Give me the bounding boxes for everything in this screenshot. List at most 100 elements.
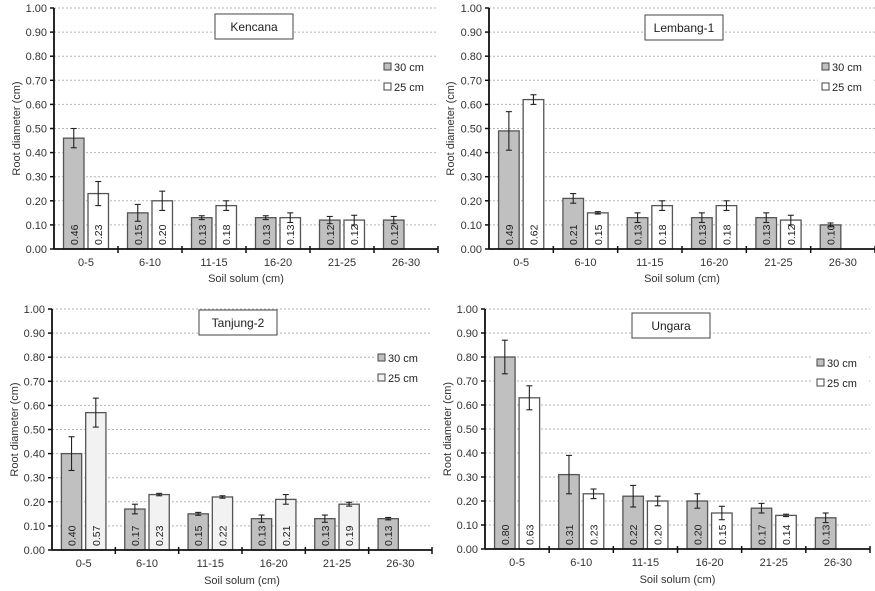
y-tick-label: 0.80 xyxy=(24,352,45,364)
x-tick-label: 21-25 xyxy=(760,557,788,569)
y-tick-label: 0.00 xyxy=(24,545,45,557)
y-tick-label: 0.70 xyxy=(457,376,478,388)
x-axis-label: Soil solum (cm) xyxy=(208,273,284,285)
data-label: 0.20 xyxy=(157,224,169,245)
data-label: 0.15 xyxy=(133,224,145,245)
x-tick-label: 6-10 xyxy=(139,257,161,269)
y-tick-label: 0.40 xyxy=(24,449,45,461)
data-label: 0.13 xyxy=(383,525,395,546)
legend-swatch-30cm xyxy=(816,358,825,367)
legend: 30 cm 25 cm xyxy=(818,58,874,96)
y-tick-label: 0.10 xyxy=(457,520,478,532)
x-tick-label: 16-20 xyxy=(264,257,292,269)
y-tick-label: 0.80 xyxy=(457,352,478,364)
chart-title: Lembang-1 xyxy=(654,21,715,35)
data-label: 0.62 xyxy=(528,224,540,245)
chart-title-box xyxy=(644,14,724,41)
y-axis-label: Root diameter (cm) xyxy=(445,81,457,175)
y-tick-label: 1.00 xyxy=(24,304,45,316)
x-tick-label: 26-30 xyxy=(824,557,852,569)
chart-panel-tanjung-2: 0.00 0.10 0.20 0.30 0.40 0.50 0.60 0.70 0.80 0.90… xyxy=(9,304,433,587)
chart-title: Ungara xyxy=(651,319,691,333)
chart-title-box xyxy=(214,13,294,40)
x-tick-label: 6-10 xyxy=(570,557,592,569)
data-label: 0.15 xyxy=(193,525,205,546)
data-label: 0.13 xyxy=(261,224,273,245)
chart-title: Kencana xyxy=(230,20,278,34)
y-tick-label: 0.20 xyxy=(26,196,47,208)
data-label: 0.17 xyxy=(130,525,142,546)
y-tick-label: 0.30 xyxy=(461,172,482,184)
data-label: 0.18 xyxy=(221,224,233,245)
data-label: 0.14 xyxy=(781,524,793,545)
x-tick-label: 21-25 xyxy=(328,257,356,269)
x-tick-label: 21-25 xyxy=(764,257,792,269)
data-label: 0.13 xyxy=(285,224,297,245)
x-tick-label: 16-20 xyxy=(696,557,724,569)
y-tick-label: 0.30 xyxy=(457,472,478,484)
x-tick-label: 11-15 xyxy=(197,558,224,570)
legend-swatch-25cm xyxy=(383,82,392,91)
y-tick-label: 0.00 xyxy=(461,244,482,256)
chart-panel-ungara: 0.00 0.10 0.20 0.30 0.40 0.50 0.60 0.70 0.80 0.90… xyxy=(442,304,871,586)
y-tick-label: 0.50 xyxy=(24,425,45,437)
y-tick-label: 0.50 xyxy=(457,424,478,436)
y-tick-label: 0.10 xyxy=(24,521,45,533)
data-label: 0.22 xyxy=(628,524,640,545)
legend-label: 30 cm xyxy=(832,62,862,74)
x-tick-label: 0-5 xyxy=(509,557,525,569)
legend-swatch-30cm xyxy=(821,62,830,71)
x-tick-label: 0-5 xyxy=(78,257,94,269)
data-label: 0.18 xyxy=(721,224,733,245)
y-tick-label: 0.90 xyxy=(461,27,482,39)
legend-swatch-25cm xyxy=(816,378,825,387)
legend-label: 30 cm xyxy=(388,353,418,365)
data-label: 0.13 xyxy=(761,224,773,245)
y-tick-label: 1.00 xyxy=(26,3,47,15)
data-label: 0.21 xyxy=(281,525,293,546)
data-label: 0.40 xyxy=(67,525,79,546)
y-tick-label: 0.70 xyxy=(24,376,45,388)
x-tick-label: 0-5 xyxy=(76,558,92,570)
bar-30cm xyxy=(493,356,516,550)
x-tick-label: 26-30 xyxy=(392,257,420,269)
legend-swatch-30cm xyxy=(383,62,392,71)
y-tick-label: 0.30 xyxy=(26,172,47,184)
data-label: 0.10 xyxy=(826,224,838,245)
x-axis-label: Soil solum (cm) xyxy=(644,273,720,285)
data-label: 0.20 xyxy=(692,524,704,545)
data-label: 0.23 xyxy=(154,525,166,546)
legend-swatch-30cm xyxy=(377,353,386,362)
x-tick-label: 11-15 xyxy=(200,257,227,269)
y-tick-label: 0.70 xyxy=(26,75,47,87)
chart-title-box xyxy=(198,309,278,336)
data-label: 0.15 xyxy=(593,224,605,245)
y-tick-label: 0.90 xyxy=(457,328,478,340)
y-tick-label: 0.40 xyxy=(461,148,482,160)
legend-label: 25 cm xyxy=(832,82,862,94)
legend-swatch-25cm xyxy=(821,82,830,91)
x-tick-label: 16-20 xyxy=(700,257,728,269)
x-tick-label: 11-15 xyxy=(632,557,659,569)
x-axis-label: Soil solum (cm) xyxy=(204,575,280,587)
data-label: 0.12 xyxy=(349,224,361,245)
legend-label: 25 cm xyxy=(827,378,857,390)
legend-label: 25 cm xyxy=(388,373,418,385)
x-tick-label: 0-5 xyxy=(513,257,529,269)
data-label: 0.20 xyxy=(653,524,665,545)
chart-panel-kencana: 0.00 0.10 0.20 0.30 0.40 0.50 0.60 0.70 0.80 0.90… xyxy=(11,3,439,285)
data-label: 0.13 xyxy=(821,524,833,545)
y-tick-label: 0.40 xyxy=(457,448,478,460)
y-tick-label: 0.00 xyxy=(26,244,47,256)
y-tick-label: 0.60 xyxy=(457,400,478,412)
x-tick-label: 11-15 xyxy=(636,257,663,269)
y-tick-label: 0.60 xyxy=(461,99,482,111)
x-tick-label: 21-25 xyxy=(323,558,351,570)
data-label: 0.13 xyxy=(197,224,209,245)
y-tick-label: 0.20 xyxy=(457,496,478,508)
legend-swatch-25cm xyxy=(377,373,386,382)
y-axis-label: Root diameter (cm) xyxy=(9,382,21,476)
data-label: 0.12 xyxy=(389,224,401,245)
y-tick-label: 0.10 xyxy=(461,220,482,232)
